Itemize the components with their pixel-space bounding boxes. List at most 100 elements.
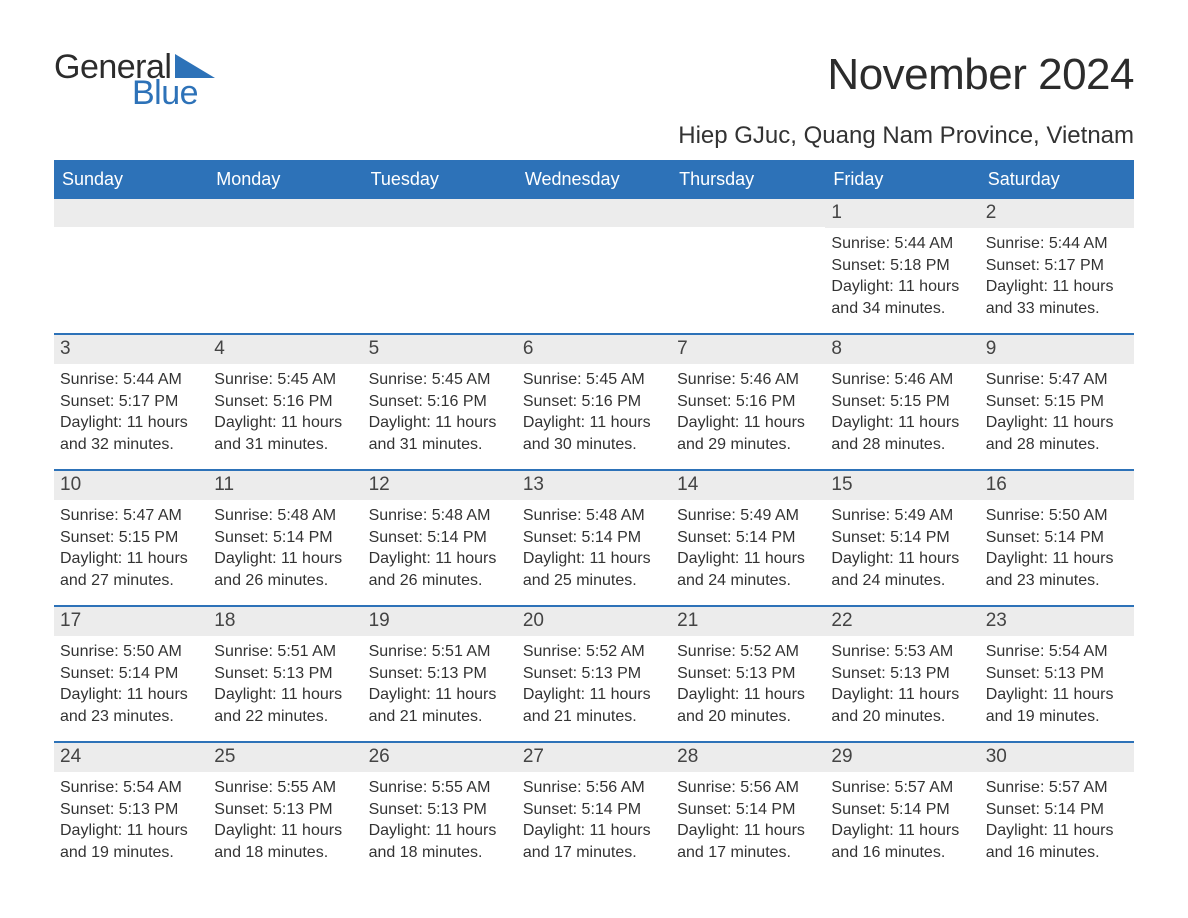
sunrise-line: Sunrise: 5:45 AM <box>214 369 356 391</box>
day-cell: 24Sunrise: 5:54 AMSunset: 5:13 PMDayligh… <box>54 743 208 877</box>
sunrise-line: Sunrise: 5:55 AM <box>369 777 511 799</box>
calendar-page: General Blue November 2024 Hiep GJuc, Qu… <box>0 0 1188 917</box>
sunrise-label: Sunrise: <box>214 507 277 524</box>
sunset-line: Sunset: 5:14 PM <box>677 799 819 821</box>
sunrise-value: 5:45 AM <box>432 371 491 388</box>
sunrise-label: Sunrise: <box>831 371 894 388</box>
sunset-line: Sunset: 5:18 PM <box>831 255 973 277</box>
sunrise-value: 5:49 AM <box>895 507 954 524</box>
daylight-label: Daylight: <box>369 686 436 703</box>
daylight-line: Daylight: 11 hours and 26 minutes. <box>214 548 356 591</box>
day-cell: 23Sunrise: 5:54 AMSunset: 5:13 PMDayligh… <box>980 607 1134 741</box>
sunset-value: 5:14 PM <box>273 529 333 546</box>
day-number <box>208 199 362 227</box>
sunrise-label: Sunrise: <box>831 643 894 660</box>
sunrise-line: Sunrise: 5:54 AM <box>986 641 1128 663</box>
day-cell: 4Sunrise: 5:45 AMSunset: 5:16 PMDaylight… <box>208 335 362 469</box>
sunset-label: Sunset: <box>369 393 428 410</box>
daylight-label: Daylight: <box>523 550 590 567</box>
daylight-label: Daylight: <box>986 278 1053 295</box>
sunset-value: 5:14 PM <box>1044 529 1104 546</box>
sunrise-line: Sunrise: 5:49 AM <box>831 505 973 527</box>
sunrise-label: Sunrise: <box>831 507 894 524</box>
sunset-value: 5:16 PM <box>273 393 333 410</box>
daylight-label: Daylight: <box>986 822 1053 839</box>
daylight-label: Daylight: <box>369 414 436 431</box>
sunrise-value: 5:52 AM <box>586 643 645 660</box>
day-cell: 25Sunrise: 5:55 AMSunset: 5:13 PMDayligh… <box>208 743 362 877</box>
sunrise-line: Sunrise: 5:48 AM <box>214 505 356 527</box>
day-details: Sunrise: 5:54 AMSunset: 5:13 PMDaylight:… <box>54 772 208 869</box>
sunset-line: Sunset: 5:14 PM <box>986 799 1128 821</box>
sunrise-label: Sunrise: <box>986 507 1049 524</box>
sunrise-value: 5:57 AM <box>895 779 954 796</box>
sunrise-label: Sunrise: <box>677 779 740 796</box>
daylight-label: Daylight: <box>523 686 590 703</box>
sunset-label: Sunset: <box>831 801 890 818</box>
day-cell: 13Sunrise: 5:48 AMSunset: 5:14 PMDayligh… <box>517 471 671 605</box>
sunset-line: Sunset: 5:14 PM <box>214 527 356 549</box>
sunset-label: Sunset: <box>986 393 1045 410</box>
daylight-line: Daylight: 11 hours and 20 minutes. <box>831 684 973 727</box>
daylight-line: Daylight: 11 hours and 27 minutes. <box>60 548 202 591</box>
sunset-value: 5:14 PM <box>736 529 796 546</box>
day-cell <box>54 199 208 333</box>
day-details: Sunrise: 5:45 AMSunset: 5:16 PMDaylight:… <box>517 364 671 461</box>
sunset-line: Sunset: 5:14 PM <box>831 799 973 821</box>
day-number: 2 <box>980 199 1134 228</box>
sunrise-label: Sunrise: <box>523 371 586 388</box>
day-cell: 20Sunrise: 5:52 AMSunset: 5:13 PMDayligh… <box>517 607 671 741</box>
day-number: 4 <box>208 335 362 364</box>
day-cell: 12Sunrise: 5:48 AMSunset: 5:14 PMDayligh… <box>363 471 517 605</box>
sunrise-value: 5:52 AM <box>740 643 799 660</box>
dow-cell: Wednesday <box>517 162 671 199</box>
daylight-line: Daylight: 11 hours and 26 minutes. <box>369 548 511 591</box>
dow-cell: Sunday <box>54 162 208 199</box>
sunrise-line: Sunrise: 5:47 AM <box>986 369 1128 391</box>
sunset-label: Sunset: <box>523 529 582 546</box>
sunrise-line: Sunrise: 5:50 AM <box>986 505 1128 527</box>
dow-header-row: SundayMondayTuesdayWednesdayThursdayFrid… <box>54 162 1134 199</box>
sunset-line: Sunset: 5:13 PM <box>523 663 665 685</box>
dow-cell: Friday <box>825 162 979 199</box>
daylight-label: Daylight: <box>831 278 898 295</box>
day-number: 18 <box>208 607 362 636</box>
week-row: 3Sunrise: 5:44 AMSunset: 5:17 PMDaylight… <box>54 333 1134 469</box>
sunset-label: Sunset: <box>831 665 890 682</box>
sunrise-line: Sunrise: 5:48 AM <box>369 505 511 527</box>
sunset-line: Sunset: 5:14 PM <box>986 527 1128 549</box>
daylight-line: Daylight: 11 hours and 19 minutes. <box>60 820 202 863</box>
day-cell: 28Sunrise: 5:56 AMSunset: 5:14 PMDayligh… <box>671 743 825 877</box>
sunset-line: Sunset: 5:17 PM <box>60 391 202 413</box>
sunset-line: Sunset: 5:15 PM <box>831 391 973 413</box>
daylight-label: Daylight: <box>214 686 281 703</box>
sunset-value: 5:13 PM <box>273 801 333 818</box>
sunrise-value: 5:44 AM <box>123 371 182 388</box>
sunset-value: 5:14 PM <box>119 665 179 682</box>
sunrise-line: Sunrise: 5:45 AM <box>369 369 511 391</box>
sunrise-value: 5:53 AM <box>895 643 954 660</box>
sunrise-value: 5:46 AM <box>895 371 954 388</box>
day-number: 24 <box>54 743 208 772</box>
day-cell: 16Sunrise: 5:50 AMSunset: 5:14 PMDayligh… <box>980 471 1134 605</box>
sunset-label: Sunset: <box>60 801 119 818</box>
sunrise-line: Sunrise: 5:55 AM <box>214 777 356 799</box>
sunset-label: Sunset: <box>831 257 890 274</box>
sunset-line: Sunset: 5:16 PM <box>677 391 819 413</box>
sunrise-label: Sunrise: <box>60 643 123 660</box>
sunrise-value: 5:50 AM <box>1049 507 1108 524</box>
sunrise-value: 5:57 AM <box>1049 779 1108 796</box>
daylight-line: Daylight: 11 hours and 32 minutes. <box>60 412 202 455</box>
daylight-line: Daylight: 11 hours and 22 minutes. <box>214 684 356 727</box>
day-cell: 5Sunrise: 5:45 AMSunset: 5:16 PMDaylight… <box>363 335 517 469</box>
month-title: November 2024 <box>827 50 1134 100</box>
daylight-line: Daylight: 11 hours and 24 minutes. <box>677 548 819 591</box>
sunrise-line: Sunrise: 5:54 AM <box>60 777 202 799</box>
daylight-line: Daylight: 11 hours and 20 minutes. <box>677 684 819 727</box>
calendar: SundayMondayTuesdayWednesdayThursdayFrid… <box>54 160 1134 877</box>
day-details: Sunrise: 5:56 AMSunset: 5:14 PMDaylight:… <box>671 772 825 869</box>
sunrise-value: 5:44 AM <box>895 235 954 252</box>
day-number: 19 <box>363 607 517 636</box>
day-number: 22 <box>825 607 979 636</box>
day-number: 9 <box>980 335 1134 364</box>
